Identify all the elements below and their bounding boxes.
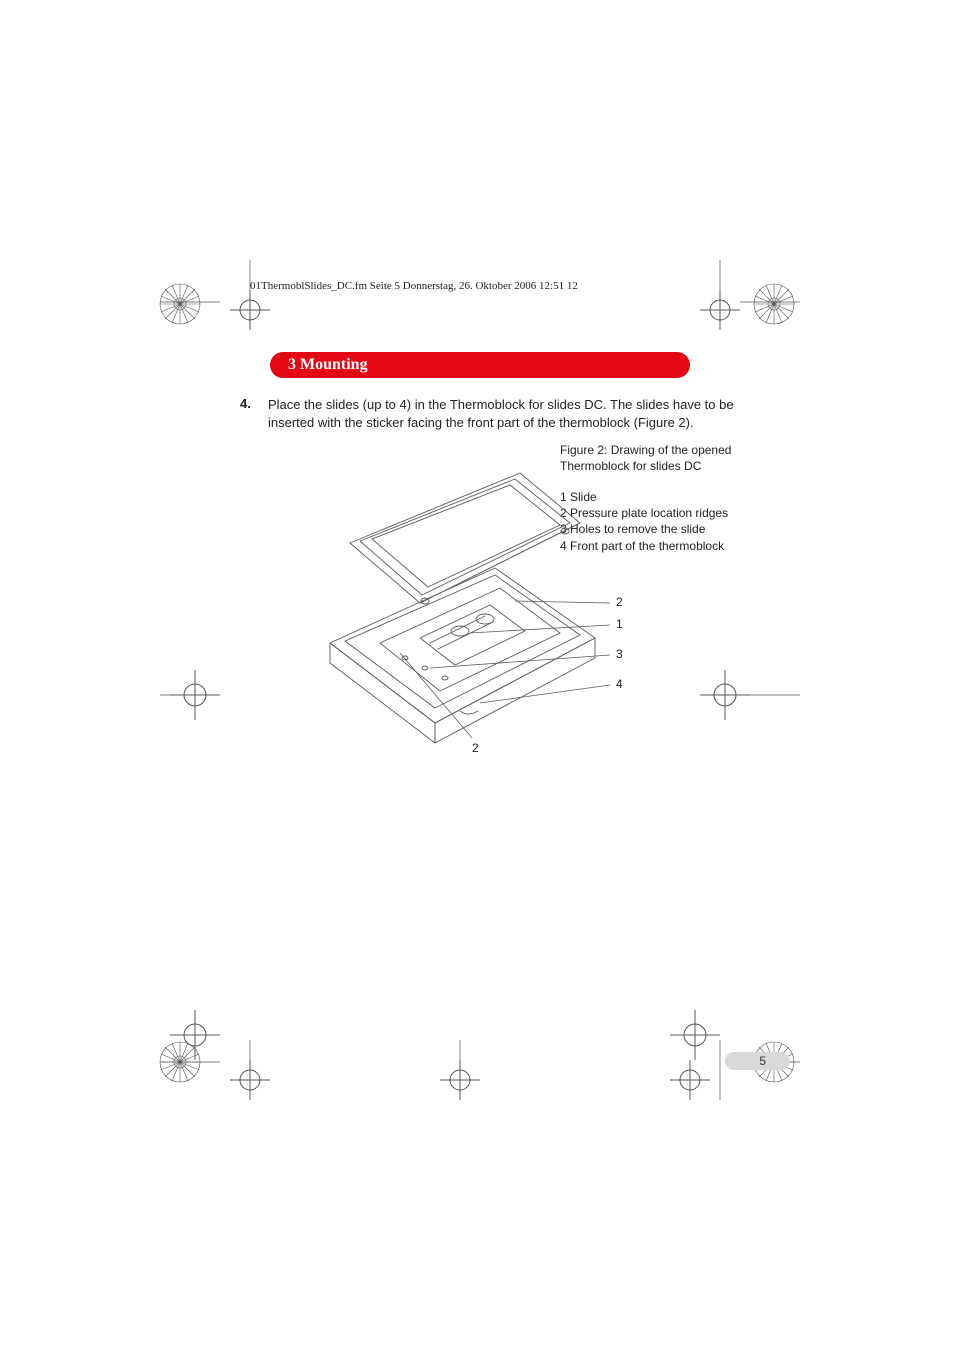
callout-number: 2 bbox=[472, 741, 479, 755]
thermoblock-drawing bbox=[310, 453, 610, 763]
callout-number: 2 bbox=[616, 595, 623, 609]
step-number: 4. bbox=[240, 396, 268, 431]
callout-number: 1 bbox=[616, 617, 623, 631]
body-content: 4. Place the slides (up to 4) in the The… bbox=[240, 396, 770, 783]
section-title: Mounting bbox=[300, 356, 368, 373]
running-head: 01ThermoblSlides_DC.fm Seite 5 Donnersta… bbox=[170, 280, 790, 292]
instruction-step: 4. Place the slides (up to 4) in the The… bbox=[240, 396, 770, 431]
step-text: Place the slides (up to 4) in the Thermo… bbox=[268, 396, 770, 431]
callout-number: 3 bbox=[616, 647, 623, 661]
page-number: 5 bbox=[725, 1052, 790, 1070]
callout-number: 4 bbox=[616, 677, 623, 691]
figure-block: Figure 2: Drawing of the opened Thermobl… bbox=[240, 443, 770, 783]
section-number: 3 bbox=[288, 356, 296, 373]
section-heading: 3 Mounting bbox=[270, 352, 690, 378]
document-page: 01ThermoblSlides_DC.fm Seite 5 Donnersta… bbox=[170, 280, 790, 1070]
